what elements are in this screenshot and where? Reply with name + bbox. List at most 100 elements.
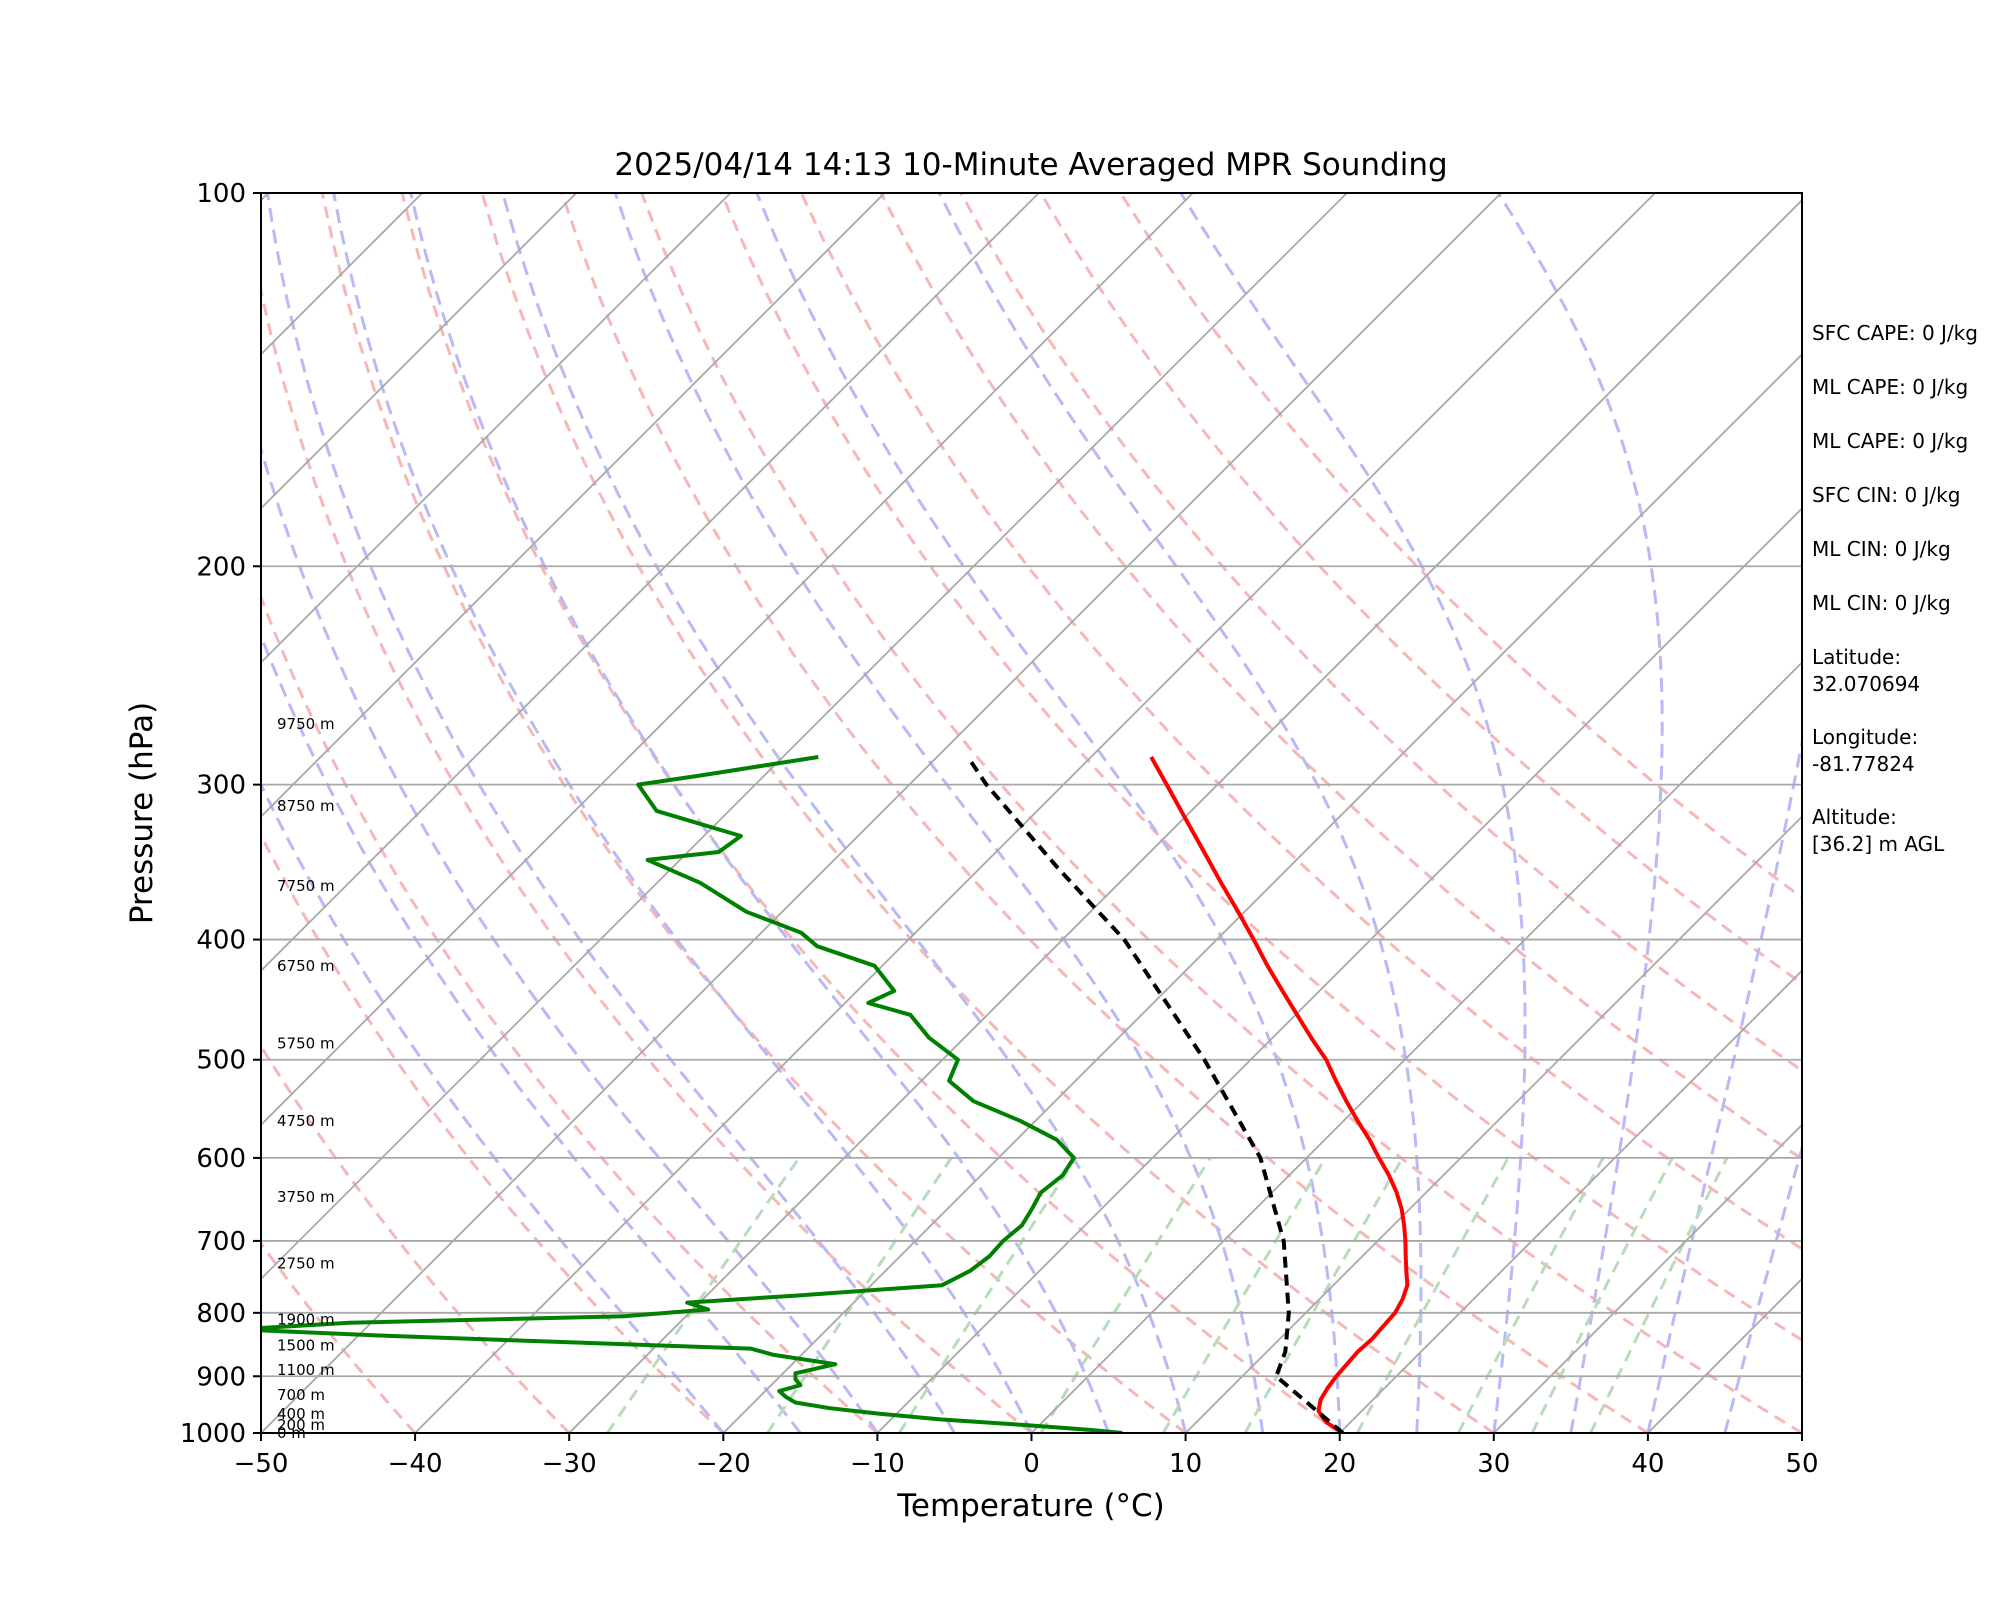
y-axis-label: Pressure (hPa) [124, 702, 160, 924]
x-tick-label: −10 [850, 1449, 905, 1479]
dry-adiabat [720, 193, 1802, 1342]
moist-adiabat [1497, 193, 1664, 1433]
temperature-trace [1149, 756, 1410, 1433]
info-line: SFC CIN: 0 J/kg [1812, 483, 1960, 507]
height-label: 7750 m [277, 877, 335, 895]
y-tick-label: 800 [196, 1299, 246, 1329]
isotherm [261, 193, 1348, 1281]
dry-adiabat [261, 1043, 571, 1433]
moist-adiabat [1646, 734, 1802, 1433]
info-line: ML CAPE: 0 J/kg [1812, 375, 1968, 399]
height-label: 6750 m [277, 957, 335, 975]
parcel-trace [966, 755, 1345, 1433]
dewpoint-trace [261, 755, 1123, 1433]
x-axis-label: Temperature (°C) [896, 1488, 1165, 1524]
isotherm [1184, 815, 1802, 1433]
mixing-ratio-line [1161, 1157, 1327, 1433]
moist-adiabat [1723, 1143, 1802, 1433]
info-panel: SFC CAPE: 0 J/kg ML CAPE: 0 J/kg ML CAPE: … [1812, 321, 1978, 856]
mixing-ratio-line [898, 1157, 1078, 1433]
moist-adiabat [613, 193, 1265, 1433]
y-tick-label: 300 [196, 771, 246, 801]
y-tick-label: 200 [196, 552, 246, 582]
info-line: Longitude: [1812, 725, 1918, 749]
info-line: SFC CAPE: 0 J/kg [1812, 321, 1978, 345]
isotherm [261, 193, 1040, 972]
mixing-ratio-line [1456, 1157, 1605, 1433]
mixing-ratio-line [1530, 1157, 1674, 1433]
x-tick-label: 10 [1169, 1449, 1202, 1479]
info-line: [36.2] m AGL [1812, 832, 1945, 856]
isotherm [568, 198, 1802, 1433]
axis-ticks: −50 −40 −30 −20 −10 0 10 20 30 40 50 1000 900 800 700 6… [180, 179, 1819, 1479]
y-tick-label: 1000 [180, 1419, 246, 1449]
x-tick-label: 40 [1631, 1449, 1664, 1479]
y-tick-label: 900 [196, 1362, 246, 1392]
x-tick-label: 20 [1323, 1449, 1356, 1479]
moist-adiabat [266, 193, 956, 1433]
isotherm [1339, 969, 1802, 1433]
info-line: ML CAPE: 0 J/kg [1812, 429, 1968, 453]
y-tick-label: 100 [196, 179, 246, 209]
dry-adiabat [879, 193, 1802, 1161]
dry-adiabat [261, 284, 1033, 1433]
mixing-ratio-line [1243, 1157, 1404, 1433]
dry-adiabat [1039, 193, 1802, 986]
info-line: Altitude: [1812, 805, 1897, 829]
info-line: 32.070694 [1812, 672, 1920, 696]
y-tick-label: 400 [196, 926, 246, 956]
info-line: ML CIN: 0 J/kg [1812, 591, 1951, 615]
height-label: 400 m [277, 1405, 325, 1423]
y-tick-label: 500 [196, 1046, 246, 1076]
x-tick-label: −30 [542, 1449, 597, 1479]
dry-adiabat [320, 193, 1187, 1433]
dry-adiabat [799, 193, 1802, 1251]
info-line: Latitude: [1812, 645, 1901, 669]
isotherm [261, 193, 886, 818]
height-label: 3750 m [277, 1188, 335, 1206]
isotherm [876, 507, 1802, 1433]
isotherm [722, 353, 1802, 1433]
isotherm [261, 193, 578, 510]
dry-adiabat [0, 193, 107, 1433]
dry-adiabat [480, 193, 1495, 1433]
height-label: 4750 m [277, 1112, 335, 1130]
dry-adiabat [560, 193, 1649, 1433]
info-line: -81.77824 [1812, 752, 1915, 776]
moist-adiabat [937, 193, 1423, 1433]
height-label: 2750 m [277, 1255, 335, 1273]
x-tick-label: −20 [696, 1449, 751, 1479]
profile-traces [261, 755, 1410, 1433]
isotherm [261, 193, 1194, 1127]
height-label: 5750 m [277, 1034, 335, 1052]
height-label: 200 m [277, 1416, 325, 1434]
dry-adiabat [261, 593, 879, 1433]
mixing-ratio-line [1589, 1157, 1729, 1433]
moist-adiabat [755, 193, 1342, 1433]
height-label: 9750 m [277, 715, 335, 733]
isotherm [1030, 661, 1802, 1433]
plot-frame [260, 192, 1803, 1434]
y-tick-label: 700 [196, 1227, 246, 1257]
isotherm [0, 193, 114, 1433]
y-tick-label: 600 [196, 1144, 246, 1174]
height-label: 1100 m [277, 1361, 335, 1379]
moist-adiabat [409, 193, 1111, 1433]
dry-adiabat [640, 193, 1802, 1433]
isotherm [261, 193, 732, 664]
moist-adiabat [1179, 193, 1527, 1433]
background-lines [0, 193, 1802, 1433]
isotherm [1493, 1123, 1802, 1433]
dry-adiabat [1119, 193, 1802, 900]
info-line: ML CIN: 0 J/kg [1812, 537, 1951, 561]
x-tick-label: 30 [1477, 1449, 1510, 1479]
x-tick-label: 50 [1785, 1449, 1818, 1479]
dry-adiabat [959, 193, 1802, 1073]
x-tick-label: −40 [388, 1449, 443, 1479]
isotherm [261, 193, 1502, 1433]
moist-adiabat [332, 193, 1033, 1433]
height-label: 700 m [277, 1386, 325, 1404]
x-tick-label: −50 [234, 1449, 289, 1479]
